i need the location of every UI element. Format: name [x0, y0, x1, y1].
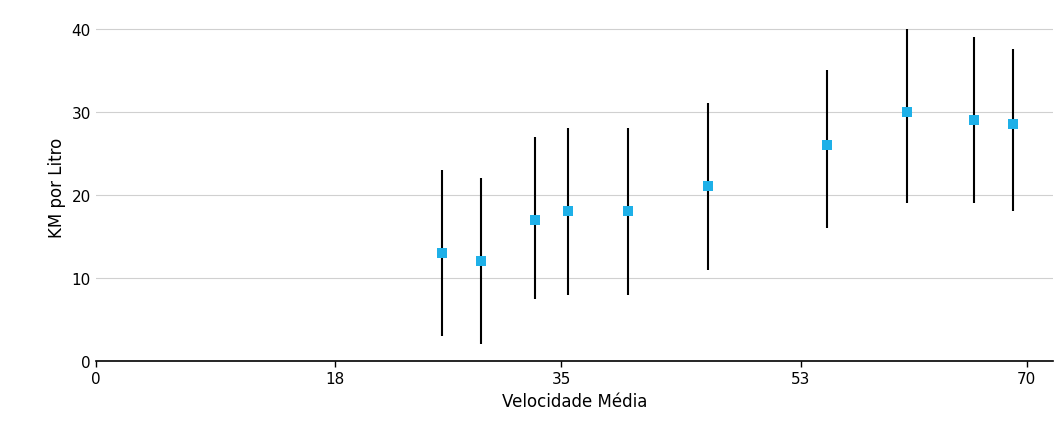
X-axis label: Velocidade Média: Velocidade Média [502, 392, 647, 410]
Y-axis label: KM por Litro: KM por Litro [48, 137, 66, 237]
